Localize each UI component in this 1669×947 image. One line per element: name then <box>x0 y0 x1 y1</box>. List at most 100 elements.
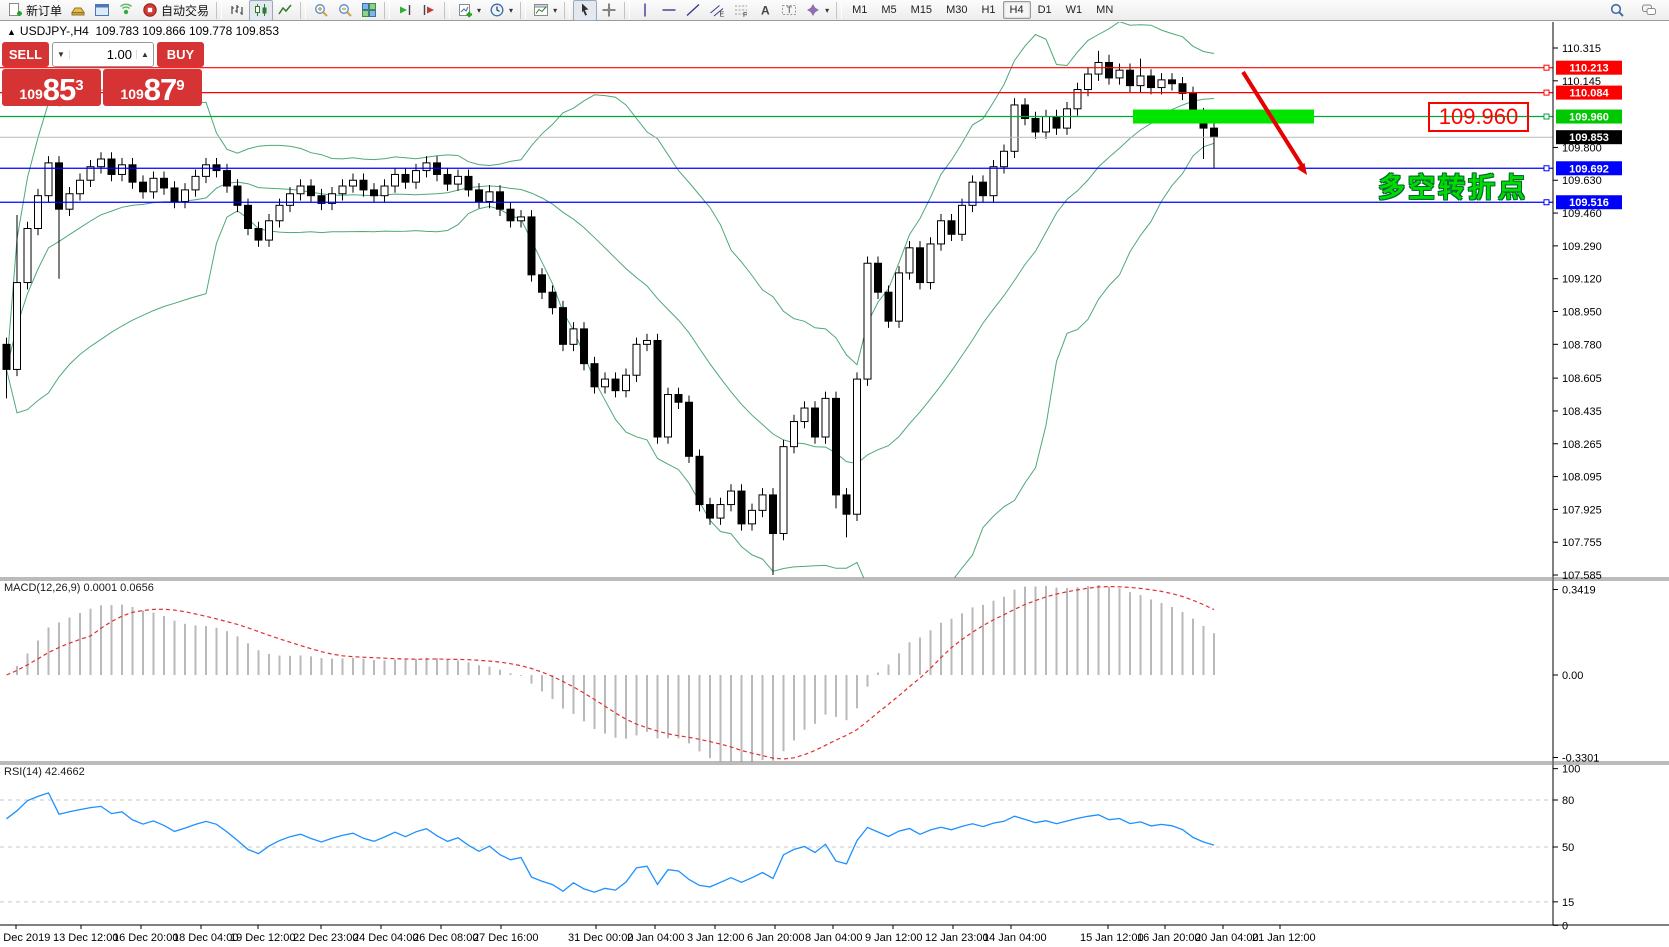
sell-button[interactable]: SELL <box>2 42 49 67</box>
buy-price-button[interactable]: 109 87 9 <box>103 69 202 106</box>
buy-button[interactable]: BUY <box>157 42 204 67</box>
dropdown-caret-icon: ▾ <box>825 5 830 15</box>
price-tick-label: 108.605 <box>1562 373 1602 385</box>
data-window-button[interactable] <box>90 0 114 21</box>
line-chart-button[interactable] <box>273 0 297 21</box>
candle-body <box>1084 73 1092 91</box>
time-tick-label: 14 Jan 04:00 <box>983 932 1047 944</box>
timeframe-button-m30[interactable]: M30 <box>946 4 968 16</box>
time-tick-label: 2 Jan 04:00 <box>627 932 685 944</box>
line-handle[interactable] <box>1543 89 1550 96</box>
candle-body <box>380 185 389 197</box>
candle-body <box>86 166 95 181</box>
toolbar-separator <box>216 1 223 19</box>
price-chart[interactable]: 110.315 110.145 109.800 109.630 109.460 109.2… <box>0 22 1669 947</box>
price-tick-label: 108.435 <box>1562 406 1602 418</box>
template-icon <box>534 4 549 16</box>
label-button[interactable]: T <box>777 0 801 21</box>
candle-body <box>832 397 840 496</box>
vertical-line-button[interactable] <box>633 0 657 21</box>
sell-price-pips: 85 <box>42 72 76 107</box>
crosshair-button[interactable] <box>597 0 621 21</box>
search-button[interactable] <box>1605 0 1629 21</box>
search-icon <box>1610 3 1624 17</box>
candle-body <box>401 173 410 183</box>
new-chart-button[interactable]: ▾ <box>453 0 485 21</box>
candle-body <box>244 204 252 230</box>
turning-point-annotation[interactable]: 多空转折点 <box>1378 173 1528 203</box>
candle-chart-button[interactable] <box>249 0 274 21</box>
timeframe-button-d1[interactable]: D1 <box>1037 4 1052 16</box>
price-badge-label: 110.213 <box>1569 63 1608 75</box>
trendline-button[interactable] <box>681 0 705 21</box>
macd-tick-label: 0.3419 <box>1562 585 1596 597</box>
candle-body <box>454 175 462 185</box>
templates-button[interactable]: ▾ <box>529 0 561 21</box>
volume-input[interactable] <box>70 46 136 63</box>
candle-body <box>338 185 347 195</box>
time-tick-label: 16 Jan 20:00 <box>1137 932 1201 944</box>
line-handle[interactable] <box>1543 199 1550 206</box>
line-handle[interactable] <box>1543 165 1550 172</box>
price-annotation-box[interactable]: 109.960 <box>1428 102 1529 132</box>
channel-button[interactable]: E <box>705 0 729 21</box>
horizontal-line-button[interactable] <box>657 0 681 21</box>
sell-price-button[interactable]: 109 85 3 <box>2 69 101 106</box>
timeframe-button-m15[interactable]: M15 <box>910 4 933 16</box>
candle-body <box>317 195 326 204</box>
cursor-button[interactable] <box>573 0 598 21</box>
timeframe-button-h1[interactable]: H1 <box>981 4 996 16</box>
text-button[interactable]: A <box>753 0 777 21</box>
candle-body <box>1105 61 1113 79</box>
signals-button[interactable] <box>114 0 138 21</box>
candle-body <box>139 181 147 193</box>
volume-increase-button[interactable]: ▲ <box>136 50 153 59</box>
time-tick-label: 15 Jan 12:00 <box>1080 932 1144 944</box>
shapes-button[interactable]: ▾ <box>801 0 833 21</box>
chart-workspace[interactable]: 110.315 110.145 109.800 109.630 109.460 109.2… <box>0 22 1669 947</box>
candle-body <box>748 509 756 525</box>
candle-body <box>790 421 798 448</box>
rsi-tick-label: 0 <box>1562 920 1568 932</box>
one-click-trading-panel: SELL ▼ ▲ BUY 109 85 3 109 87 9 <box>2 42 204 106</box>
collapse-triangle-icon[interactable]: ▲ <box>7 27 16 37</box>
candle-body <box>23 228 32 284</box>
candle-body <box>391 173 399 187</box>
trendline-icon <box>686 3 700 17</box>
chart-shift-button[interactable] <box>417 0 441 21</box>
volume-decrease-button[interactable]: ▼ <box>53 50 70 59</box>
candle-body <box>286 193 294 206</box>
tile-windows-button[interactable] <box>357 0 381 21</box>
bar-chart-button[interactable] <box>225 0 249 21</box>
zoom-out-button[interactable] <box>333 0 357 21</box>
timeframe-button-w1[interactable]: W1 <box>1065 4 1083 16</box>
periods-button[interactable]: ▾ <box>485 0 517 21</box>
autotrade-button[interactable]: 自动交易 <box>138 0 213 21</box>
time-tick-label: 13 Dec 12:00 <box>53 932 118 944</box>
candle-body <box>1136 75 1145 87</box>
chat-button[interactable] <box>1637 0 1661 21</box>
auto-scroll-button[interactable] <box>393 0 417 21</box>
market-watch-button[interactable] <box>66 0 90 21</box>
timeframe-button-mn[interactable]: MN <box>1096 4 1114 16</box>
timeframe-button-m1[interactable]: M1 <box>852 4 868 16</box>
time-tick-label: 19 Dec 12:00 <box>230 932 295 944</box>
line-handle[interactable] <box>1543 64 1550 71</box>
candle-body <box>296 185 305 195</box>
time-tick-label: 26 Dec 08:00 <box>413 932 478 944</box>
fibonacci-button[interactable]: F <box>729 0 753 21</box>
timeframe-button-h4[interactable]: H4 <box>1002 1 1031 19</box>
new-order-button[interactable]: 新订单 <box>3 0 66 21</box>
timeframe-button-m5[interactable]: M5 <box>881 4 897 16</box>
candle-body <box>1115 69 1124 79</box>
sell-price-figure: 109 <box>19 86 43 102</box>
trend-arrow[interactable] <box>1241 70 1306 171</box>
line-handle[interactable] <box>1543 113 1550 120</box>
support-zone-rectangle[interactable] <box>1133 109 1314 124</box>
candle-body <box>1126 69 1134 87</box>
time-tick-label: 9 Jan 12:00 <box>865 932 923 944</box>
candle-body <box>1010 104 1019 152</box>
zoom-in-button[interactable] <box>309 0 333 21</box>
candle-body <box>170 187 179 202</box>
time-tick-label: 3 Jan 12:00 <box>687 932 745 944</box>
